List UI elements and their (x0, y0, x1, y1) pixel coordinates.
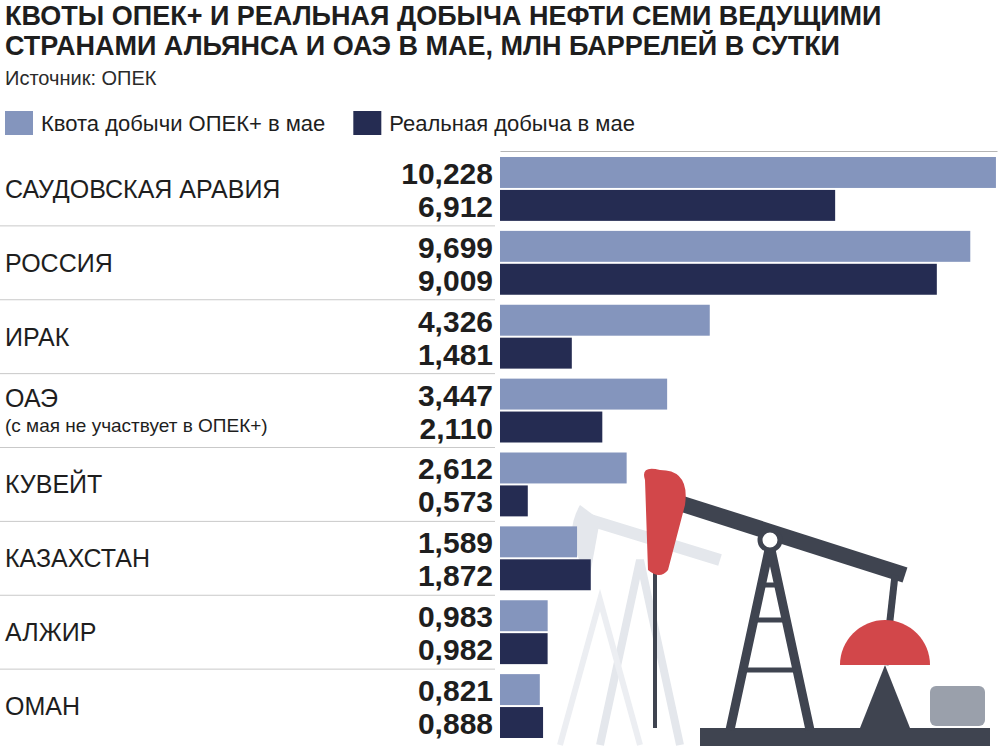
pump-crank-stand (860, 665, 910, 728)
legend-label: Реальная добыча в мае (389, 111, 635, 136)
legend-item: Реальная добыча в мае (353, 111, 635, 136)
separators (0, 226, 495, 669)
data-label: 3,447 (418, 379, 493, 412)
bar (500, 338, 572, 369)
bar (500, 600, 548, 631)
separator (0, 225, 495, 226)
separator (0, 447, 495, 448)
data-label: 1,872 (418, 559, 493, 592)
category-label: САУДОВСКАЯ АРАВИЯ (5, 175, 280, 203)
bar (500, 231, 970, 262)
separator (0, 373, 495, 374)
data-label: 4,326 (418, 305, 493, 338)
data-label: 0,983 (418, 600, 493, 633)
ghost-derrick-2 (560, 600, 640, 745)
data-label: 9,009 (418, 264, 493, 297)
category-note: (с мая не участвует в ОПЕК+) (5, 415, 268, 436)
legend-item: Квота добычи ОПЕК+ в мае (5, 111, 325, 136)
bar (500, 485, 528, 516)
bar (500, 674, 540, 705)
category-label: АЛЖИР (5, 618, 96, 646)
category-label: ИРАК (5, 323, 70, 351)
data-label: 1,481 (418, 338, 493, 371)
separator (0, 595, 495, 596)
legend-swatch (5, 111, 33, 135)
data-label: 9,699 (418, 231, 493, 264)
legend-swatch (353, 111, 381, 135)
category-label: ОМАН (5, 692, 80, 720)
pump-base (700, 728, 990, 746)
bar (500, 453, 627, 484)
category-label: КУВЕЙТ (5, 469, 102, 498)
separator (0, 669, 495, 670)
category-label: ОАЭ (5, 384, 58, 412)
pump-derrick (730, 545, 810, 730)
data-label: 0,573 (418, 485, 493, 518)
data-label: 6,912 (418, 190, 493, 223)
data-label: 2,110 (420, 412, 493, 445)
pump-beam (670, 500, 905, 575)
bar (500, 264, 937, 295)
legend-label: Квота добычи ОПЕК+ в мае (41, 111, 325, 136)
chart: КВОТЫ ОПЕК+ И РЕАЛЬНАЯ ДОБЫЧА НЕФТИ СЕМИ… (0, 0, 1000, 752)
data-labels: 10,228 9,699 4,326 3,447 2,612 1,589 0,983 0,82… (401, 157, 493, 740)
bars (500, 157, 996, 738)
title-line: СТРАНАМИ АЛЬЯНСА И ОАЭ В МАЕ, МЛН БАРРЕЛ… (5, 30, 840, 61)
title: КВОТЫ ОПЕК+ И РЕАЛЬНАЯ ДОБЫЧА НЕФТИ СЕМИ… (5, 1, 881, 61)
data-label: 0,821 (418, 674, 493, 707)
data-label: 1,589 (418, 526, 493, 559)
data-label: 0,888 (418, 707, 493, 740)
legend: Квота добычи ОПЕК+ в мае Реальная добыча … (5, 111, 635, 136)
separator (0, 521, 495, 522)
category-labels: САУДОВСКАЯ АРАВИЯ РОССИЯ ИРАК ОАЭ (с мая не … (5, 175, 280, 720)
pump-jack-illustration (560, 469, 990, 746)
data-label: 10,228 (401, 157, 493, 190)
pump-counterweight (840, 620, 930, 665)
category-label: КАЗАХСТАН (5, 544, 150, 572)
pump-horse-head (644, 469, 686, 575)
bar (500, 379, 667, 410)
data-label: 0,982 (418, 633, 493, 666)
subtitle: Источник: ОПЕК (5, 67, 157, 89)
pump-motor (930, 686, 985, 726)
bar (500, 559, 591, 590)
bar (500, 305, 710, 336)
bar (500, 190, 835, 221)
axis-line (501, 151, 998, 152)
category-label: РОССИЯ (5, 249, 113, 277)
bar (500, 633, 548, 664)
title-line: КВОТЫ ОПЕК+ И РЕАЛЬНАЯ ДОБЫЧА НЕФТИ СЕМИ… (5, 1, 881, 31)
bar (500, 157, 996, 188)
bar (500, 412, 602, 443)
separator (0, 299, 495, 300)
pump-pivot (760, 530, 780, 550)
x-axis (501, 151, 998, 152)
bar (500, 526, 577, 557)
bar (500, 707, 543, 738)
pump-derrick-braces (742, 585, 798, 670)
pump-rod (653, 560, 657, 728)
data-label: 2,612 (418, 452, 493, 485)
